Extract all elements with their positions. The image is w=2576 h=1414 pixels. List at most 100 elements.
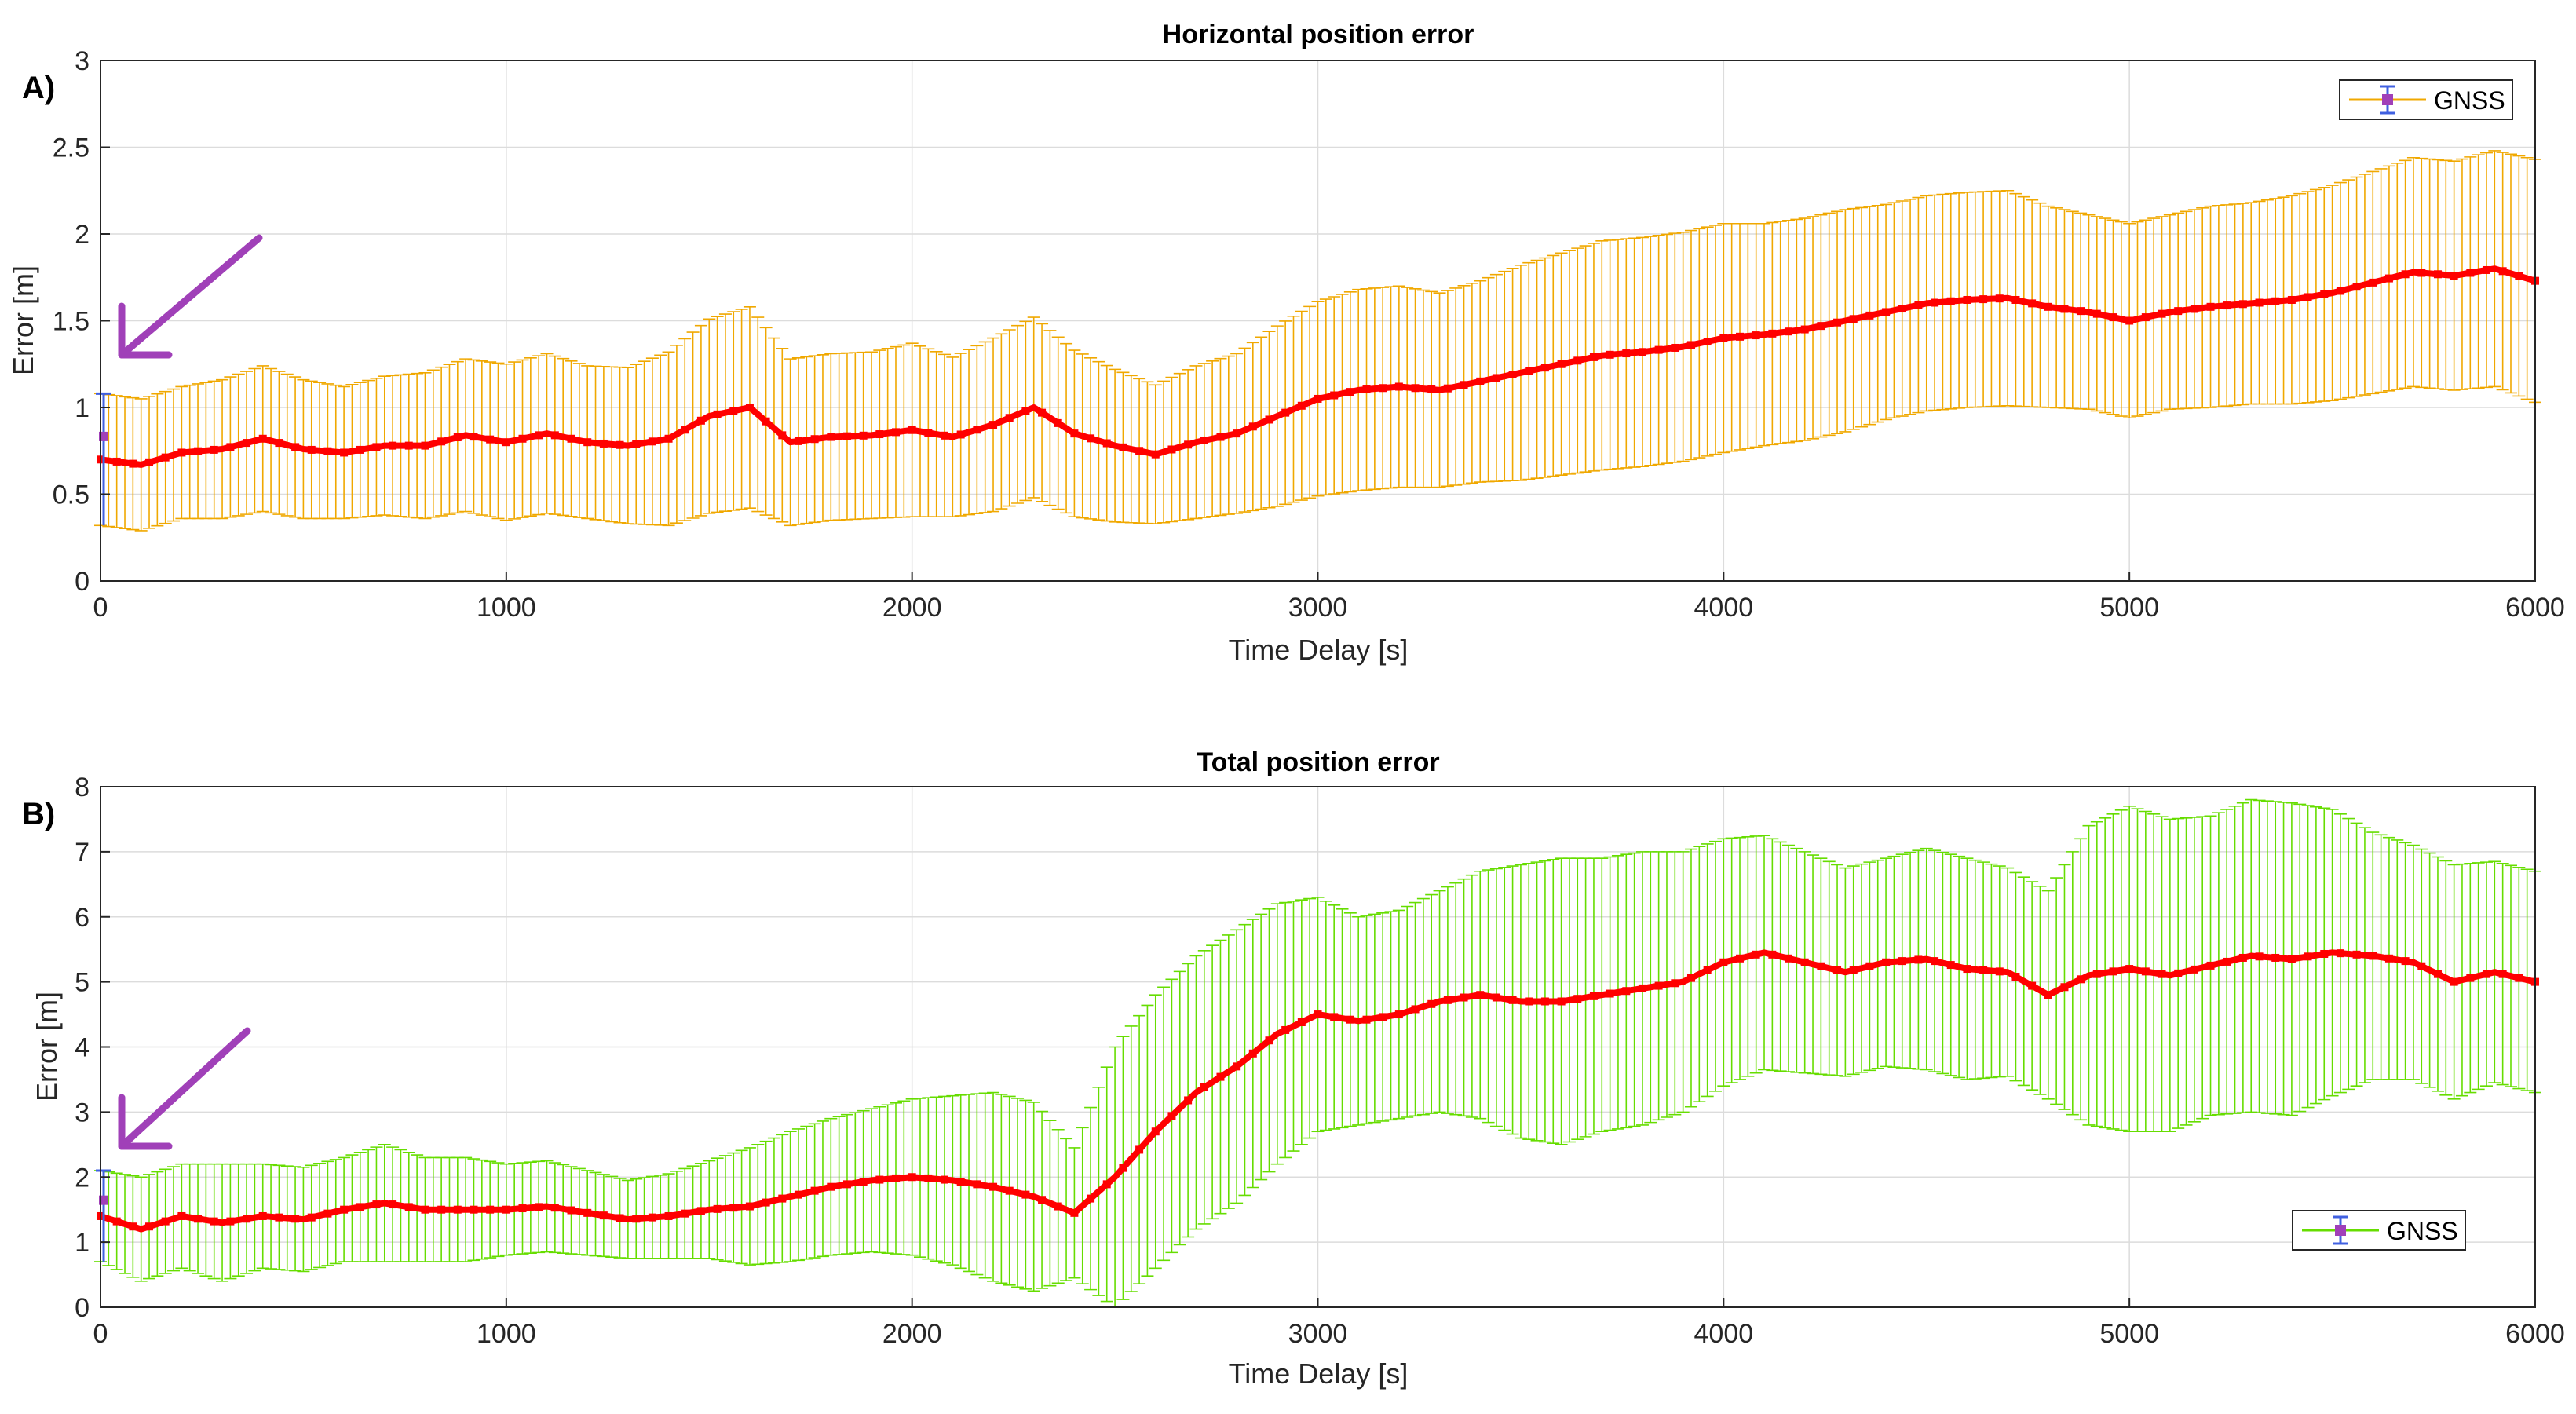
data-point [1768,950,1777,959]
data-point [616,440,624,449]
data-point [323,447,332,455]
legend-label: GNSS [2434,86,2505,115]
data-point [762,417,770,426]
chart-title: Total position error [1197,747,1439,777]
data-point [2060,305,2069,313]
data-point [2141,313,2150,322]
data-point [2384,274,2393,283]
data-point [599,439,608,448]
data-point [1671,979,1679,988]
series-line [96,265,2539,526]
data-point [827,1182,835,1191]
y-tick-label: 2 [75,220,90,250]
data-point [2498,267,2507,276]
data-point [778,431,787,440]
data-point [421,441,429,450]
data-point [583,1208,592,1217]
y-tick-label: 1 [75,393,90,423]
x-tick-label: 4000 [1694,1319,1754,1349]
data-point [1654,981,1663,990]
data-point [664,1211,673,1220]
data-point [696,416,705,425]
data-point [1394,382,1403,391]
data-point [729,407,738,415]
data-point [1200,1083,1208,1091]
error-bars [94,150,2541,532]
data-point [1346,388,1354,396]
data-point [2092,970,2101,978]
data-point [616,1214,624,1222]
data-point [1768,329,1777,338]
data-point [1963,295,1971,304]
data-point [1817,322,1825,331]
data-point [1849,315,1858,323]
data-point [956,430,965,439]
data-point [2401,270,2410,279]
y-tick-label: 0 [75,1293,90,1323]
legend-marker [2335,1225,2346,1236]
data-point [1394,1010,1403,1019]
data-point [1297,401,1306,410]
data-point [518,1204,527,1213]
data-point [177,1211,186,1220]
data-point [307,445,316,454]
data-point [2369,278,2377,287]
data-point [632,440,641,448]
x-tick-label: 1000 [477,593,536,623]
data-point [827,433,835,441]
panel-label: A) [22,71,55,105]
data-point [112,1217,121,1226]
x-tick-label: 2000 [882,593,942,623]
data-point [2320,290,2329,298]
data-point [1736,332,1745,341]
data-point [2190,305,2198,313]
data-point [372,1200,381,1209]
data-point [745,1202,754,1211]
x-tick-label: 4000 [1694,593,1754,623]
data-point [1119,1164,1127,1172]
data-point [1038,408,1047,417]
data-point [275,439,283,448]
data-point [1995,294,2004,303]
data-point [2011,972,2020,981]
data-point [1540,364,1549,372]
data-point [550,1204,559,1212]
data-point [226,443,235,451]
data-point [470,1205,478,1214]
data-point [291,443,300,451]
data-point [1573,356,1582,365]
data-point [1005,414,1014,422]
data-point [1800,958,1809,966]
data-point [2450,977,2458,986]
data-point [632,1215,641,1223]
data-point [2044,302,2052,311]
data-point [924,429,933,437]
data-point [2433,970,2442,978]
data-point [567,434,575,443]
data-point [2028,981,2037,990]
data-point [713,1204,722,1213]
data-point [1119,443,1127,451]
data-point [1476,991,1485,999]
data-point [2141,967,2150,976]
data-point [1054,418,1062,427]
data-point [924,1174,933,1182]
data-point [194,447,203,455]
data-point [1817,962,1825,970]
data-point [1167,1112,1176,1120]
data-point [1248,1049,1257,1058]
chart-panel-horizontal: A) Horizontal position error 0 1000 2000 30… [7,20,2565,666]
data-point [2092,309,2101,318]
x-tick-label: 6000 [2505,1319,2565,1349]
data-point [421,1205,429,1214]
data-point [1233,1062,1241,1071]
data-point [2255,952,2264,961]
data-point [1686,341,1695,349]
data-point [2109,313,2117,322]
data-point [2287,955,2296,963]
x-tick-label: 1000 [477,1319,536,1349]
data-point [941,1175,949,1184]
data-point [2466,974,2475,982]
x-tick-label: 3000 [1288,1319,1348,1349]
data-point [2369,952,2377,960]
